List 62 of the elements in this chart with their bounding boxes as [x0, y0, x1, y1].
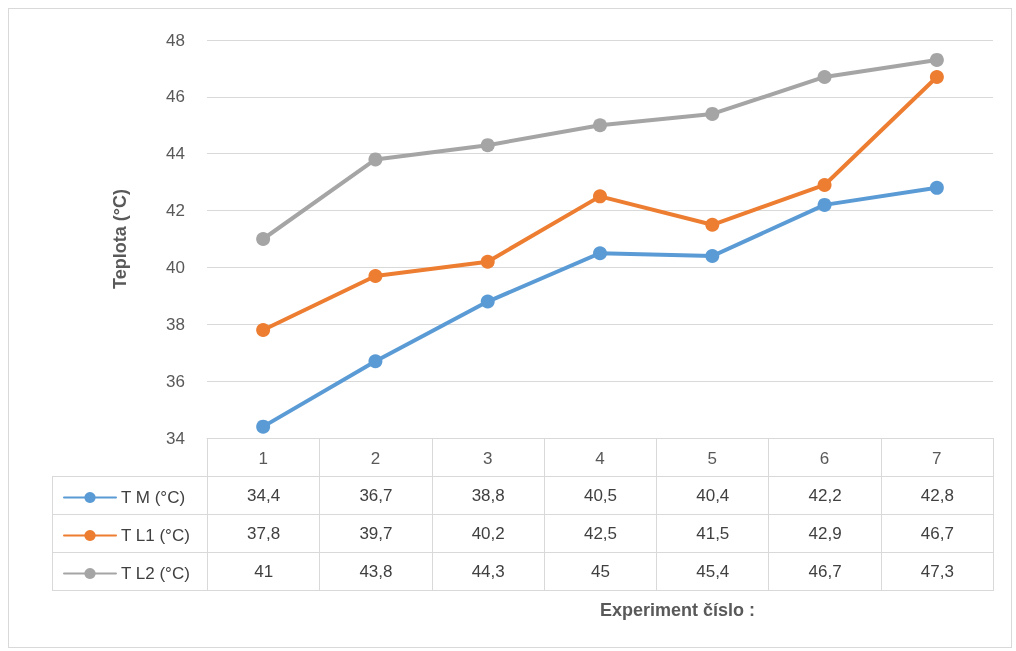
data-label: 42,9: [768, 514, 882, 553]
point: [593, 189, 607, 204]
y-tick-label: 42: [166, 201, 185, 221]
x-tick-label: 7: [932, 449, 942, 468]
point: [480, 254, 495, 269]
data-label: 39,7: [319, 514, 433, 553]
x-tick-label: 4: [595, 449, 605, 468]
data-label: 42,2: [768, 476, 882, 515]
data-label: 40,5: [544, 476, 657, 515]
y-tick-label: 40: [166, 257, 185, 277]
point: [368, 354, 383, 369]
y-tick-label: 48: [166, 30, 185, 50]
y-tick-label: 34: [166, 428, 185, 448]
y-tick-label: 38: [166, 314, 185, 334]
point: [593, 246, 607, 261]
data-label: 47,3: [881, 552, 994, 591]
point: [256, 232, 271, 246]
data-label: 42,5: [544, 514, 657, 553]
point: [368, 268, 383, 283]
point: [705, 106, 720, 121]
data-label: 42,8: [881, 476, 994, 515]
point: [256, 419, 271, 434]
legend-label: T M (°C): [121, 488, 186, 507]
data-label: 44,3: [432, 552, 545, 591]
point: [705, 217, 720, 232]
data-label: 36,7: [319, 476, 433, 515]
point: [929, 69, 944, 84]
y-tick-label: 36: [166, 371, 185, 391]
point: [817, 69, 832, 84]
data-label: 40,4: [656, 476, 769, 515]
data-label: 46,7: [768, 552, 882, 591]
point: [817, 177, 832, 192]
data-label: 34,4: [207, 476, 320, 515]
point: [256, 322, 271, 337]
data-label: 41: [207, 552, 320, 591]
data-label: 41,5: [656, 514, 769, 553]
data-label: 43,8: [319, 552, 433, 591]
text: Experiment číslo :: [600, 600, 756, 620]
x-tick-label: 2: [370, 449, 381, 468]
y-axis-title: Teplota (°C): [110, 189, 130, 289]
point: [480, 294, 495, 309]
data-label: 37,8: [207, 514, 320, 553]
data-label: 38,8: [432, 476, 545, 515]
point: [480, 138, 495, 153]
point: [817, 197, 832, 212]
data-label: 46,7: [881, 514, 994, 553]
point: [929, 180, 944, 195]
x-tick-label: 6: [819, 449, 830, 468]
legend-label: T L2 (°C): [121, 564, 190, 583]
point: [593, 118, 607, 133]
point: [368, 152, 383, 167]
legend-label: T L1 (°C): [121, 526, 190, 545]
data-label: 45,4: [656, 552, 769, 591]
data-label: 45: [544, 552, 657, 591]
x-tick-label: 1: [258, 449, 268, 468]
point: [929, 52, 944, 67]
data-label: 40,2: [432, 514, 545, 553]
x-tick-label: 3: [482, 449, 493, 468]
point: [705, 249, 720, 264]
y-tick-label: 44: [166, 144, 185, 164]
y-tick-label: 46: [166, 87, 185, 107]
x-tick-label: 5: [707, 449, 718, 468]
